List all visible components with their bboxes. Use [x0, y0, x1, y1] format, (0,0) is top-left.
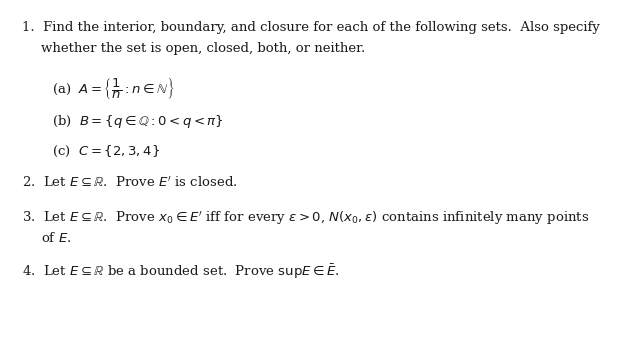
Text: (b)  $B = \{q \in \mathbb{Q} : 0 < q < \pi\}$: (b) $B = \{q \in \mathbb{Q} : 0 < q < \p… — [52, 113, 223, 130]
Text: 4.  Let $E \subseteq \mathbb{R}$ be a bounded set.  Prove $\sup E \in \bar{E}$.: 4. Let $E \subseteq \mathbb{R}$ be a bou… — [22, 262, 340, 281]
Text: of $E$.: of $E$. — [41, 231, 72, 245]
Text: (a)  $A = \left\{\dfrac{1}{n} : n \in \mathbb{N}\right\}$: (a) $A = \left\{\dfrac{1}{n} : n \in \ma… — [52, 76, 174, 101]
Text: whether the set is open, closed, both, or neither.: whether the set is open, closed, both, o… — [41, 42, 365, 55]
Text: 3.  Let $E \subseteq \mathbb{R}$.  Prove $x_0 \in E'$ iff for every $\epsilon > : 3. Let $E \subseteq \mathbb{R}$. Prove $… — [22, 209, 589, 227]
Text: (c)  $C = \{2, 3, 4\}$: (c) $C = \{2, 3, 4\}$ — [52, 144, 160, 159]
Text: 2.  Let $E \subseteq \mathbb{R}$.  Prove $E'$ is closed.: 2. Let $E \subseteq \mathbb{R}$. Prove $… — [22, 175, 237, 190]
Text: 1.  Find the interior, boundary, and closure for each of the following sets.  Al: 1. Find the interior, boundary, and clos… — [22, 21, 599, 34]
